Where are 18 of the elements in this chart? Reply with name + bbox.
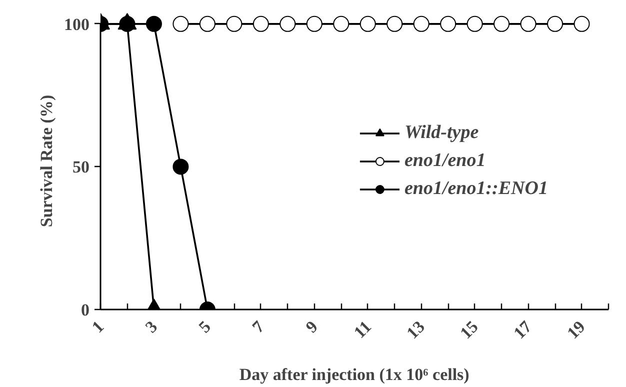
x-tick-label: 19 — [563, 317, 589, 343]
x-tick-label: 5 — [195, 317, 215, 337]
legend-label: eno1/eno1 — [404, 150, 486, 172]
x-tick-label: 15 — [456, 317, 482, 343]
x-tick-label: 1 — [88, 317, 108, 337]
x-tick-label: 17 — [510, 316, 536, 343]
x-tick-label: 11 — [350, 317, 375, 342]
x-axis-title: Day after injection (1x 10⁶ cells) — [239, 365, 470, 384]
x-tick-label: 3 — [142, 317, 162, 337]
legend-label: Wild-type — [404, 122, 479, 144]
y-tick-label: 50 — [72, 158, 90, 177]
x-tick-label: 7 — [248, 316, 268, 337]
y-tick-label: 0 — [81, 300, 90, 320]
y-axis-title: Survival Rate (%) — [37, 94, 56, 228]
y-tick-label: 100 — [64, 14, 90, 34]
legend-label: eno1/eno1::ENO1 — [404, 178, 548, 200]
x-tick-label: 13 — [402, 317, 428, 343]
x-tick-label: 9 — [302, 317, 322, 337]
